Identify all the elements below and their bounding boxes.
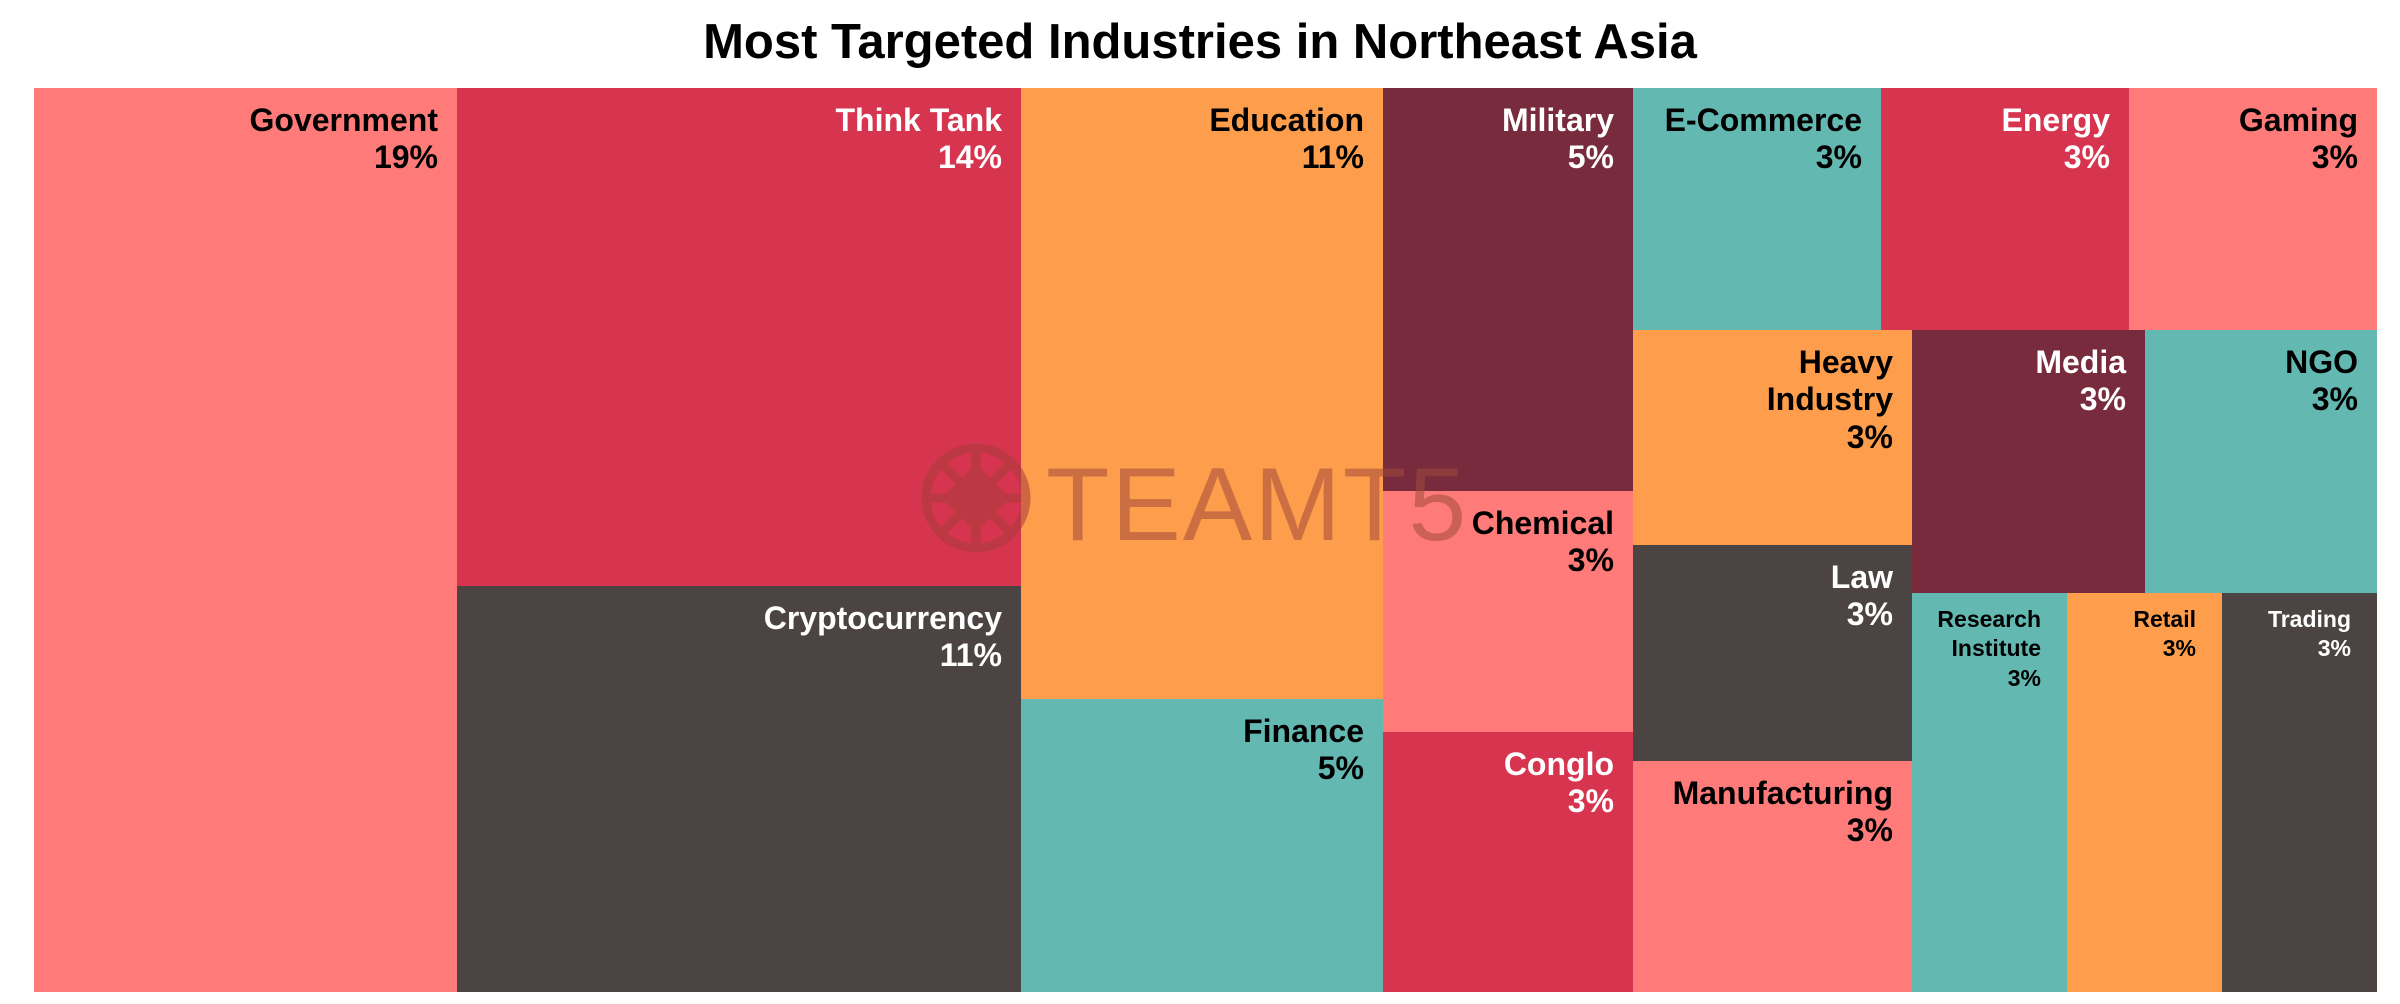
treemap-label: Cryptocurrency 11% — [764, 600, 1002, 675]
treemap-label: Energy 3% — [2002, 102, 2110, 177]
treemap-label: Heavy Industry 3% — [1693, 344, 1893, 456]
treemap-label-value: 14% — [937, 139, 1002, 176]
treemap-label: Government 19% — [250, 102, 438, 177]
treemap-cell-government: Government 19% — [34, 88, 457, 992]
treemap-label: Chemical 3% — [1472, 505, 1614, 580]
treemap-cell-cryptocurrency: Cryptocurrency 11% — [457, 586, 1021, 992]
treemap-cell-ngo: NGO 3% — [2145, 330, 2377, 593]
treemap-cell-military: Military 5% — [1383, 88, 1633, 491]
treemap-label-value: 3% — [1846, 418, 1893, 455]
treemap-label-value: 3% — [2317, 635, 2351, 662]
treemap-cell-heavy-industry: Heavy Industry 3% — [1633, 330, 1912, 545]
treemap-label-name: Think Tank — [835, 102, 1002, 138]
treemap-label-name: Government — [249, 102, 438, 138]
treemap-label-name: Manufacturing — [1672, 775, 1893, 811]
treemap-label: Research Institute 3% — [1921, 605, 2041, 693]
treemap-label-value: 3% — [1815, 139, 1862, 176]
treemap-label-name: Cryptocurrency — [763, 600, 1002, 636]
treemap-cell-retail: Retail 3% — [2067, 593, 2222, 992]
treemap-label-name: E-Commerce — [1664, 102, 1862, 138]
treemap-cell-manufacturing: Manufacturing 3% — [1633, 761, 1912, 992]
treemap-cell-energy: Energy 3% — [1881, 88, 2129, 330]
treemap-label-name: NGO — [2285, 344, 2358, 380]
treemap-cell-media: Media 3% — [1912, 330, 2145, 593]
treemap-label: Military 5% — [1502, 102, 1614, 177]
treemap-label-value: 3% — [2063, 139, 2110, 176]
treemap-label-value: 11% — [1301, 139, 1364, 176]
treemap-cell-finance: Finance 5% — [1021, 699, 1383, 992]
treemap-cell-e-commerce: E-Commerce 3% — [1633, 88, 1881, 330]
treemap-label: Finance 5% — [1243, 713, 1364, 788]
treemap-label-name: Military — [1501, 102, 1614, 138]
treemap-cell-education: Education 11% — [1021, 88, 1383, 699]
treemap-label: Think Tank 14% — [835, 102, 1002, 177]
treemap-label-name: Conglo — [1503, 746, 1614, 782]
treemap-label: Gaming 3% — [2239, 102, 2358, 177]
treemap-cell-gaming: Gaming 3% — [2129, 88, 2377, 330]
treemap-label: Retail 3% — [2133, 605, 2196, 664]
treemap-label-value: 3% — [1567, 542, 1614, 579]
chart-title: Most Targeted Industries in Northeast As… — [703, 15, 1697, 69]
treemap-label-value: 11% — [939, 637, 1002, 674]
treemap-label-name: Energy — [2001, 102, 2110, 138]
treemap-label-value: 19% — [373, 139, 438, 176]
treemap-label-name: Gaming — [2238, 102, 2358, 138]
treemap-cell-chemical: Chemical 3% — [1383, 491, 1633, 732]
treemap-label-value: 3% — [2007, 664, 2041, 691]
treemap-label-value: 5% — [1567, 139, 1614, 176]
treemap-cell-conglo: Conglo 3% — [1383, 732, 1633, 992]
treemap-label-value: 3% — [2079, 381, 2126, 418]
treemap-label: NGO 3% — [2285, 344, 2358, 419]
treemap-label-value: 3% — [2311, 139, 2358, 176]
teamt5-logo-icon — [921, 443, 1031, 553]
treemap-label-value: 3% — [1846, 812, 1893, 849]
treemap-label-name: Law — [1830, 559, 1893, 595]
treemap-label-value: 3% — [2162, 635, 2196, 662]
treemap-label-value: 5% — [1317, 750, 1364, 787]
watermark-text: TEAMT5 — [1046, 447, 1468, 556]
treemap-label: Media 3% — [2035, 344, 2126, 419]
treemap-label-value: 3% — [1846, 596, 1893, 633]
treemap-label-name: Heavy Industry — [1766, 344, 1893, 418]
treemap-label-name: Education — [1209, 102, 1364, 138]
treemap-cell-research-institute: Research Institute 3% — [1912, 593, 2067, 992]
treemap-label-value: 3% — [1567, 783, 1614, 820]
treemap-label-name: Media — [2035, 344, 2126, 380]
treemap-label: Education 11% — [1209, 102, 1364, 177]
treemap-label: Manufacturing 3% — [1673, 775, 1893, 850]
teamt5-watermark: TEAMT5 — [921, 443, 1468, 556]
treemap-label: Trading 3% — [2268, 605, 2351, 664]
treemap-cell-law: Law 3% — [1633, 545, 1912, 761]
treemap-label-name: Retail — [2133, 606, 2196, 632]
treemap-label: Law 3% — [1831, 559, 1893, 634]
treemap-label: Conglo 3% — [1504, 746, 1614, 821]
treemap-label-name: Chemical — [1471, 505, 1614, 541]
treemap-label-value: 3% — [2311, 381, 2358, 418]
treemap-label-name: Research Institute — [1937, 606, 2041, 662]
treemap-label-name: Trading — [2267, 606, 2351, 632]
treemap-label-name: Finance — [1243, 713, 1364, 749]
treemap-cell-trading: Trading 3% — [2222, 593, 2377, 992]
treemap-label: E-Commerce 3% — [1665, 102, 1862, 177]
